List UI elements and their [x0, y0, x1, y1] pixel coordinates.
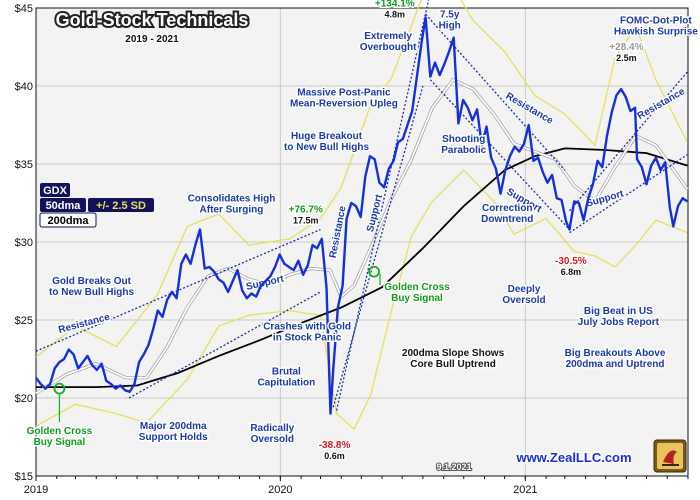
annotation-label: Major 200dma Support Holds	[139, 421, 208, 443]
annotation-label: Consolidates High After Surging	[188, 193, 276, 215]
annotation-label: Gold Breaks Out to New Bull Highs	[49, 276, 134, 298]
chart-subtitle: 2019 - 2021	[125, 34, 179, 45]
y-tick-label: $15	[15, 471, 33, 483]
annotation-label: Deeply Oversold	[502, 284, 545, 306]
annotation-label: 7.5y High	[439, 9, 461, 31]
zeal-llc-logo-icon	[653, 439, 687, 473]
pct-label: -38.8%	[319, 440, 351, 451]
series-band-line	[35, 0, 688, 358]
annotations: Gold Breaks Out to New Bull Highs Consolid…	[48, 0, 700, 462]
trendline-resistance	[335, 0, 430, 411]
pct-label: +28.4%	[609, 42, 643, 53]
series-200dma-line	[36, 147, 688, 388]
signals: Golden Cross Buy Signal Golden Cross Buy Si…	[25, 265, 452, 450]
moving-averages	[35, 77, 689, 395]
pct-duration-label: 2.5m	[616, 53, 637, 63]
annotation-label: 200dma Slope Shows Core Bull Uptrend	[402, 348, 505, 370]
annotation-label: Shooting Parabolic	[441, 134, 486, 156]
title-block: Gold-Stock Technicals 2019 - 2021	[54, 8, 251, 47]
pct-duration-label: 4.8m	[385, 9, 406, 19]
footer: 9.1.2021 www.ZealLLC.com	[435, 439, 687, 473]
ticker-label: GDX	[43, 185, 68, 197]
plot-frame	[35, 7, 689, 477]
green-circle-icon	[53, 382, 66, 395]
trendline-support	[128, 291, 321, 399]
trendline-resistance	[35, 228, 321, 352]
pct-label: +76.7%	[289, 204, 323, 215]
pct-duration-label: 6.8m	[561, 267, 582, 277]
legend: GDX 50dma +/- 2.5 SD 200dma	[39, 183, 154, 228]
pct-label: +134.1%	[375, 0, 415, 9]
trendline-support	[569, 154, 688, 234]
annotation-label: FOMC-Dot-Plot Hawkish Surprise	[614, 16, 698, 38]
website-label: www.ZealLLC.com	[515, 450, 631, 465]
legend-200dma-label: 200dma	[48, 215, 90, 227]
y-tick-label: $40	[15, 81, 33, 93]
annotation-label: Brutal Capitulation	[257, 367, 315, 389]
pct-label: -30.5%	[555, 256, 587, 267]
series-band-line	[35, 169, 688, 431]
pct-duration-label: 0.6m	[324, 451, 345, 461]
annotation-label: Big Beat in US July Jobs Report	[578, 306, 660, 328]
annotation-label: Massive Post-Panic Mean-Reversion Upleg	[290, 87, 398, 109]
trendline-resistance	[425, 13, 566, 171]
legend-bands-label: +/- 2.5 SD	[96, 200, 146, 212]
signal-label: Golden Cross Buy Signal	[384, 282, 450, 304]
sd-bands	[35, 0, 688, 431]
series-gdx-line	[35, 16, 688, 415]
y-tick-label: $45	[15, 3, 33, 15]
annotation-label: Correction Downtrend	[481, 203, 533, 225]
annotation-label: Crashes with Gold in Stock Panic	[263, 321, 351, 343]
axes: $15 $20 $25 $30 $35 $40 $45 2019 2020 2021	[15, 3, 689, 496]
series-50dma-line	[35, 78, 689, 395]
legend-200dma-box	[39, 212, 97, 228]
y-tick-label: $35	[15, 159, 33, 171]
legend-50dma-label: 50dma	[46, 200, 82, 212]
price-series	[35, 16, 688, 415]
annotation-label: Radically Oversold	[250, 423, 294, 445]
annotation-label: Extremely Overbought	[360, 31, 417, 53]
x-tick-label: 2020	[268, 484, 292, 496]
green-circle-icon	[368, 265, 380, 278]
chart-title: Gold-Stock Technicals	[56, 10, 249, 30]
annotation-label: Huge Breakout to New Bull Highs	[284, 131, 369, 153]
x-tick-label: 2019	[24, 484, 48, 496]
legend-50dma-box	[40, 198, 86, 212]
signal-label: Golden Cross Buy Signal	[27, 426, 93, 448]
grid	[35, 7, 688, 477]
x-tick-label: 2021	[513, 484, 537, 496]
legend-bands-box	[88, 198, 154, 212]
y-tick-label: $20	[15, 393, 33, 405]
y-tick-label: $25	[15, 315, 33, 327]
pct-duration-label: 17.5m	[293, 215, 319, 225]
annotation-label: Big Breakouts Above 200dma and Uptrend	[565, 348, 666, 370]
date-stamp: 9.1.2021	[436, 462, 471, 472]
y-tick-label: $30	[15, 237, 33, 249]
ticker-box	[40, 183, 70, 197]
